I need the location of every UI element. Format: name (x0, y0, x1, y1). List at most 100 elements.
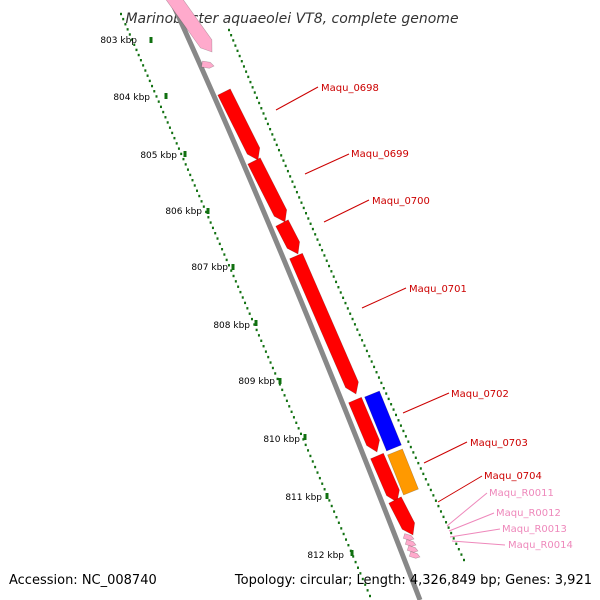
kbp-track-dot (314, 465, 317, 469)
kbp-track-dot (285, 399, 288, 403)
gene-label[interactable]: Maqu_R0014 (508, 540, 573, 551)
gene-label[interactable]: Maqu_0698 (321, 83, 379, 94)
kbp-track-dot (166, 121, 169, 124)
kbp-track-dot (223, 253, 226, 256)
feature-track-dot (387, 397, 390, 401)
genome-summary-text: Topology: circular; Length: 4,326,849 bp… (234, 573, 592, 588)
gene-label[interactable]: Maqu_0700 (372, 196, 430, 207)
feature-track-dot (328, 264, 331, 268)
kbp-major-tick (303, 434, 307, 440)
feature-track-dot (332, 275, 335, 278)
gene-label-leader (451, 540, 506, 546)
gene-label[interactable]: Maqu_R0013 (502, 524, 567, 535)
gene-arrow-maqu-0703[interactable] (370, 452, 400, 503)
map-title: Marinobacter aquaeolei VT8, complete gen… (125, 11, 458, 27)
kbp-track-dot (144, 69, 147, 72)
gene-label[interactable]: Maqu_0703 (470, 438, 528, 449)
feature-track-dot (321, 248, 324, 252)
feature-track-dot (314, 233, 317, 236)
kbp-track-dot (290, 410, 293, 414)
gene-label-leader (275, 86, 319, 111)
kbp-track-dot (292, 416, 295, 419)
kbp-tick-track (120, 12, 371, 598)
gene-label-leader (448, 512, 495, 532)
kbp-track-dot (347, 544, 350, 547)
rna-gene-arrow[interactable] (408, 551, 421, 559)
feature-track-dot (232, 39, 235, 42)
kbp-major-tick (325, 493, 329, 499)
kbp-track-dot (361, 577, 364, 581)
gene-arrow-maqu-0702[interactable] (348, 396, 380, 453)
kbp-track-dot (246, 307, 249, 310)
rna-gene-arrow[interactable] (402, 533, 415, 541)
kbp-major-tick (183, 151, 187, 157)
kbp-track-dot (267, 355, 270, 359)
pink-gene-arrow[interactable] (201, 60, 215, 69)
feature-track-dot (422, 472, 425, 476)
kbp-track-dot (340, 527, 343, 530)
feature-track-dot (291, 180, 294, 183)
feature-track-dot (330, 270, 333, 273)
kbp-track-dot (253, 323, 256, 326)
kbp-track-dot (241, 296, 244, 299)
gene-label-leader (304, 153, 350, 175)
feature-track-dot (339, 291, 342, 294)
gene-label-leader (446, 492, 488, 527)
feature-track-dot (271, 133, 274, 136)
feature-track-dot (344, 301, 347, 305)
kbp-track-dot (269, 361, 272, 364)
gene-arrow-maqu-0701[interactable] (289, 252, 359, 395)
kbp-major-tick (278, 378, 282, 384)
kbp-track-dot (157, 100, 160, 103)
gene-label-leader (423, 441, 468, 464)
feature-track-dot (442, 515, 445, 519)
kbp-track-dot (239, 290, 242, 294)
kbp-label: 811 kbp (285, 493, 322, 503)
kbp-label: 808 kbp (213, 321, 250, 331)
rna-gene-arrow[interactable] (406, 545, 419, 553)
feature-track-dot (264, 117, 267, 120)
gene-label[interactable]: Maqu_0702 (451, 389, 509, 400)
kbp-track-dot (182, 157, 185, 161)
feature-track-dot (351, 317, 354, 321)
kbp-major-tick (231, 264, 235, 270)
gene-arrow-maqu-0700[interactable] (275, 219, 300, 255)
kbp-track-dot (333, 510, 336, 513)
gene-label[interactable]: Maqu_R0011 (489, 488, 554, 499)
kbp-track-dot (304, 443, 307, 447)
feature-track-dot (368, 355, 371, 358)
gene-arrow-maqu-0704[interactable] (388, 496, 415, 536)
kbp-track-dot (330, 504, 333, 508)
gene-arrow-maqu-0698[interactable] (217, 88, 261, 161)
upstream-pink-gene-arrow[interactable] (165, 0, 213, 53)
feature-track-dot (373, 365, 376, 369)
kbp-track-dot (148, 79, 151, 83)
kbp-track-dot (193, 184, 196, 187)
kbp-track-dot (276, 377, 279, 381)
feature-track-dot (409, 445, 412, 449)
gene-blue-bar[interactable] (364, 390, 402, 452)
feature-track-dot (277, 148, 280, 152)
gene-orange-bar[interactable] (387, 448, 419, 496)
gene-label[interactable]: Maqu_0701 (409, 284, 467, 295)
feature-track-dot (356, 328, 359, 331)
kbp-track-dot (307, 449, 310, 452)
kbp-track-dot (218, 242, 221, 246)
feature-track-dot (402, 429, 405, 433)
kbp-track-dot (237, 285, 240, 288)
feature-track-dot (342, 296, 345, 300)
gene-label[interactable]: Maqu_0704 (484, 471, 542, 482)
kbp-track-dot (124, 23, 127, 26)
gene-arrow-maqu-0699[interactable] (247, 157, 288, 223)
feature-track-dot (269, 127, 272, 131)
feature-track-dot (284, 164, 287, 168)
kbp-track-dot (205, 210, 208, 214)
gene-label[interactable]: Maqu_R0012 (496, 508, 561, 519)
kbp-track-dot (262, 345, 265, 348)
rna-gene-arrow[interactable] (404, 539, 417, 547)
kbp-track-dot (216, 237, 219, 240)
feature-track-dot (424, 478, 427, 481)
gene-label[interactable]: Maqu_0699 (351, 149, 409, 160)
feature-track-dot (249, 80, 252, 84)
kbp-track-dot (283, 394, 286, 397)
